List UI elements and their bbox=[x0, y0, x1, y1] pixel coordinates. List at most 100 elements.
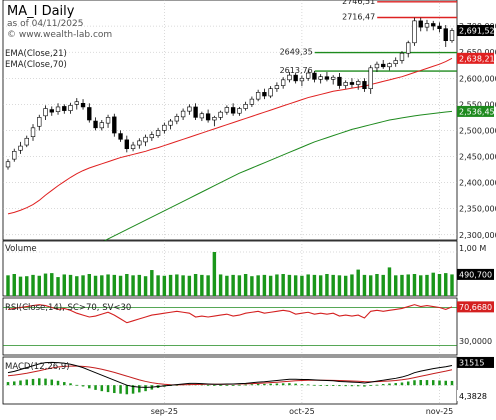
volume-bar bbox=[275, 274, 279, 296]
candle-body bbox=[312, 72, 317, 80]
candle-body bbox=[212, 117, 217, 121]
macd-line bbox=[7, 361, 453, 388]
candle-body bbox=[224, 107, 230, 113]
candle-body bbox=[105, 117, 111, 124]
candle-body bbox=[305, 72, 311, 79]
candle-body bbox=[30, 127, 36, 137]
macd-hist-bar bbox=[325, 385, 329, 386]
macd-hist-bar bbox=[144, 385, 147, 392]
candle-body bbox=[187, 106, 192, 112]
macd-hist-bar bbox=[13, 381, 16, 386]
price-pane-frame bbox=[2, 0, 458, 241]
volume-bar bbox=[150, 270, 154, 296]
volume-bar bbox=[50, 273, 54, 296]
volume-bar bbox=[368, 275, 373, 296]
price-last-label-1-box bbox=[457, 52, 494, 64]
candle-body bbox=[99, 122, 104, 129]
candle-body bbox=[374, 63, 380, 69]
volume-last-value-box bbox=[457, 268, 494, 280]
candle-body bbox=[268, 88, 273, 97]
volume-bar bbox=[18, 276, 23, 296]
candle-body bbox=[155, 130, 161, 136]
macd-hist-bar bbox=[350, 385, 354, 387]
macd-hist-bar bbox=[113, 385, 116, 394]
candle-body bbox=[112, 116, 117, 134]
date-axis: sep-25 oct-25 nov-25 bbox=[151, 407, 454, 416]
candle-body bbox=[230, 107, 236, 114]
macd-hist-bar bbox=[306, 384, 310, 386]
macd-hist-bar bbox=[231, 385, 235, 386]
candle-body bbox=[168, 120, 173, 126]
macd-hist-bar bbox=[269, 383, 272, 386]
macd-hist-bar bbox=[75, 384, 79, 386]
macd-hist-bar bbox=[213, 385, 216, 386]
candle-body bbox=[280, 79, 286, 86]
price-level-label: 2746,51 bbox=[342, 0, 375, 6]
volume-bar bbox=[343, 275, 348, 296]
macd-hist-bar bbox=[331, 385, 335, 386]
volume-bar bbox=[137, 274, 142, 296]
candle-body bbox=[243, 104, 248, 109]
volume-bar bbox=[106, 274, 110, 296]
price-last-label-1: 2,638,21 bbox=[459, 54, 495, 63]
price-last-label-2-box bbox=[457, 105, 494, 117]
candle-body bbox=[74, 101, 79, 105]
macd-hist-bar bbox=[81, 385, 85, 387]
volume-bar bbox=[118, 275, 123, 296]
macd-hist-bar bbox=[313, 384, 316, 386]
macd-hist-bar bbox=[100, 385, 104, 392]
asof-date: as of 04/11/2025 bbox=[7, 19, 83, 29]
candle-body bbox=[49, 109, 54, 113]
candle-body bbox=[249, 98, 255, 105]
price-last-label-2: 2,536,453 bbox=[459, 107, 496, 116]
macd-hist-bar bbox=[394, 383, 397, 386]
candle-body bbox=[424, 23, 430, 28]
volume-bar bbox=[31, 274, 35, 296]
price-tick-label: 2,650,000 bbox=[459, 48, 496, 57]
candle-body bbox=[24, 137, 29, 146]
rsi-pane: RSI(Close,14), SC>70, SV<30 70,6680 30,0… bbox=[2, 297, 494, 356]
macd-hist-bar bbox=[56, 380, 60, 386]
macd-hist-bar bbox=[175, 384, 179, 386]
date-tick-label: oct-25 bbox=[289, 407, 315, 416]
volume-bar bbox=[87, 274, 92, 296]
candle-body bbox=[205, 113, 211, 121]
chart-title: MA_I Daily bbox=[7, 4, 75, 19]
candle-body bbox=[143, 136, 148, 143]
volume-bar bbox=[256, 275, 260, 296]
macd-last-labels: 31515 4,3828 bbox=[457, 356, 494, 401]
macd-hist-bar bbox=[275, 383, 279, 386]
candle-body bbox=[87, 107, 92, 121]
volume-bar bbox=[181, 275, 185, 296]
volume-bar bbox=[450, 274, 454, 296]
candle-body bbox=[368, 67, 373, 89]
candle-body bbox=[274, 85, 280, 89]
volume-bars bbox=[6, 252, 454, 296]
candle-body bbox=[174, 116, 180, 122]
volume-bar bbox=[281, 274, 285, 296]
candle-body bbox=[299, 77, 305, 82]
volume-bar bbox=[218, 274, 223, 296]
macd-hist-last-box bbox=[457, 390, 494, 401]
candle-body bbox=[362, 81, 367, 89]
price-level-label: 2613,76 bbox=[280, 66, 313, 75]
candle-body bbox=[406, 42, 411, 54]
volume-bar bbox=[268, 275, 273, 296]
macd-hist-bar bbox=[444, 380, 447, 386]
volume-last-label: 490,700 bbox=[457, 268, 494, 280]
volume-bar bbox=[237, 275, 242, 296]
candle-body bbox=[80, 103, 86, 108]
macd-hist-bar bbox=[69, 383, 72, 386]
ema70-legend: EMA(Close,70) bbox=[5, 60, 67, 70]
volume-bar bbox=[312, 274, 317, 296]
candle-body bbox=[124, 139, 129, 149]
macd-hist-bar bbox=[281, 383, 285, 386]
macd-last-value: 31515 bbox=[459, 358, 484, 367]
volume-bar bbox=[75, 276, 79, 296]
volume-bar bbox=[212, 252, 217, 296]
macd-hist-bar bbox=[338, 385, 341, 387]
ema21-line bbox=[7, 57, 453, 215]
macd-hist-bar bbox=[38, 378, 41, 386]
candle-body bbox=[93, 120, 98, 129]
volume-bar bbox=[162, 275, 167, 296]
